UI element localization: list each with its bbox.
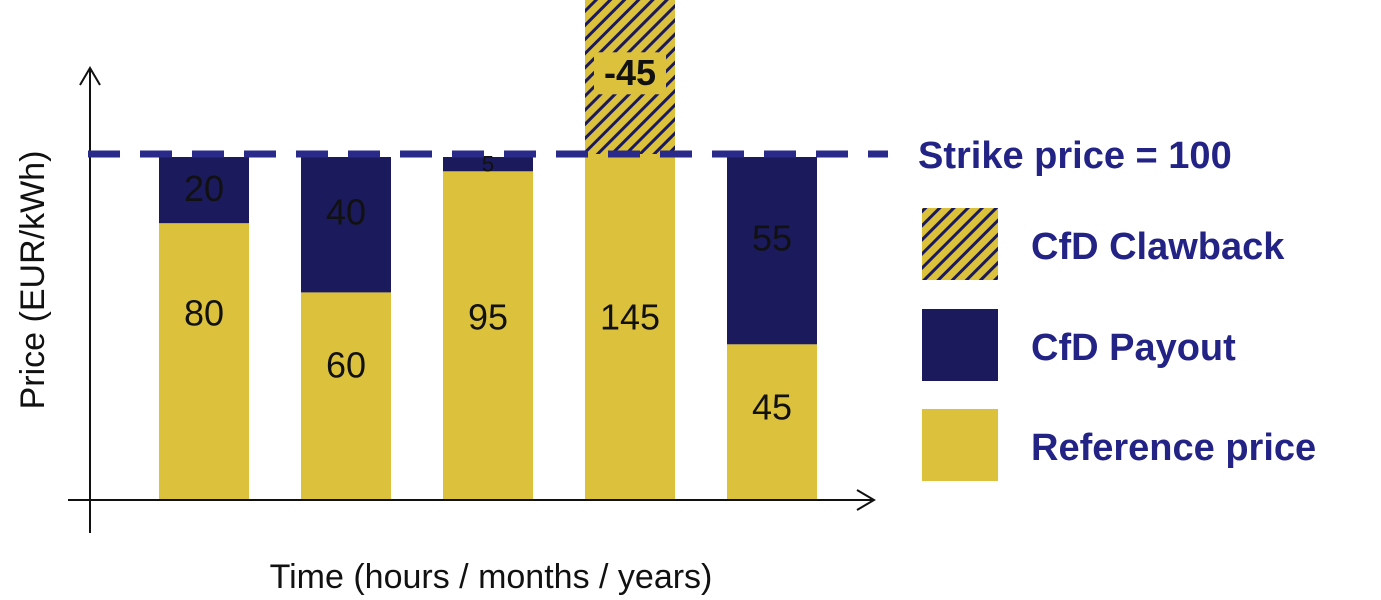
y-axis — [79, 66, 101, 533]
bar-4-reference-segment — [585, 154, 675, 500]
legend-item-reference: Reference price — [922, 409, 1316, 481]
bar-3-payout-label: 5 — [482, 151, 494, 176]
bar-5-payout-label: 55 — [752, 218, 792, 259]
y-axis-title: Price (EUR/kWh) — [14, 151, 52, 410]
bar-3-reference-segment — [443, 171, 533, 501]
bar-4-reference-label: 145 — [600, 297, 660, 338]
legend-item-payout: CfD Payout — [922, 309, 1236, 381]
bar-4-clawback-label: -45 — [604, 52, 656, 93]
legend-swatch-payout — [922, 309, 998, 381]
legend-swatch-reference — [922, 409, 998, 481]
bar-2-reference-label: 60 — [326, 345, 366, 386]
bar-5-payout-segment — [727, 157, 817, 345]
strike-price-label: Strike price = 100 — [918, 135, 1232, 177]
legend: CfD Clawback CfD Payout Reference price — [922, 208, 1316, 481]
bar-4-clawback-label-box — [594, 52, 666, 95]
x-axis — [68, 489, 876, 511]
bar-1-payout-label: 20 — [184, 168, 224, 209]
bar-2-payout-segment — [301, 157, 391, 293]
bar-3-reference-label: 95 — [468, 297, 508, 338]
bar-1-payout-segment — [159, 157, 249, 224]
bars: 20 80 40 60 5 95 -45 145 55 45 — [159, 0, 817, 501]
bar-1-reference-label: 80 — [184, 293, 224, 334]
legend-swatch-clawback — [922, 208, 998, 280]
bar-3-payout-segment — [443, 157, 533, 172]
legend-label-reference: Reference price — [1031, 427, 1316, 469]
legend-label-clawback: CfD Clawback — [1031, 226, 1285, 268]
bar-5-reference-segment — [727, 344, 817, 500]
legend-label-payout: CfD Payout — [1031, 327, 1236, 369]
bar-2-reference-segment — [301, 292, 391, 500]
x-axis-title: Time (hours / months / years) — [270, 558, 713, 596]
bar-2-payout-label: 40 — [326, 192, 366, 233]
legend-item-clawback: CfD Clawback — [922, 208, 1285, 280]
bar-5-reference-label: 45 — [752, 387, 792, 428]
bar-1-reference-segment — [159, 223, 249, 500]
